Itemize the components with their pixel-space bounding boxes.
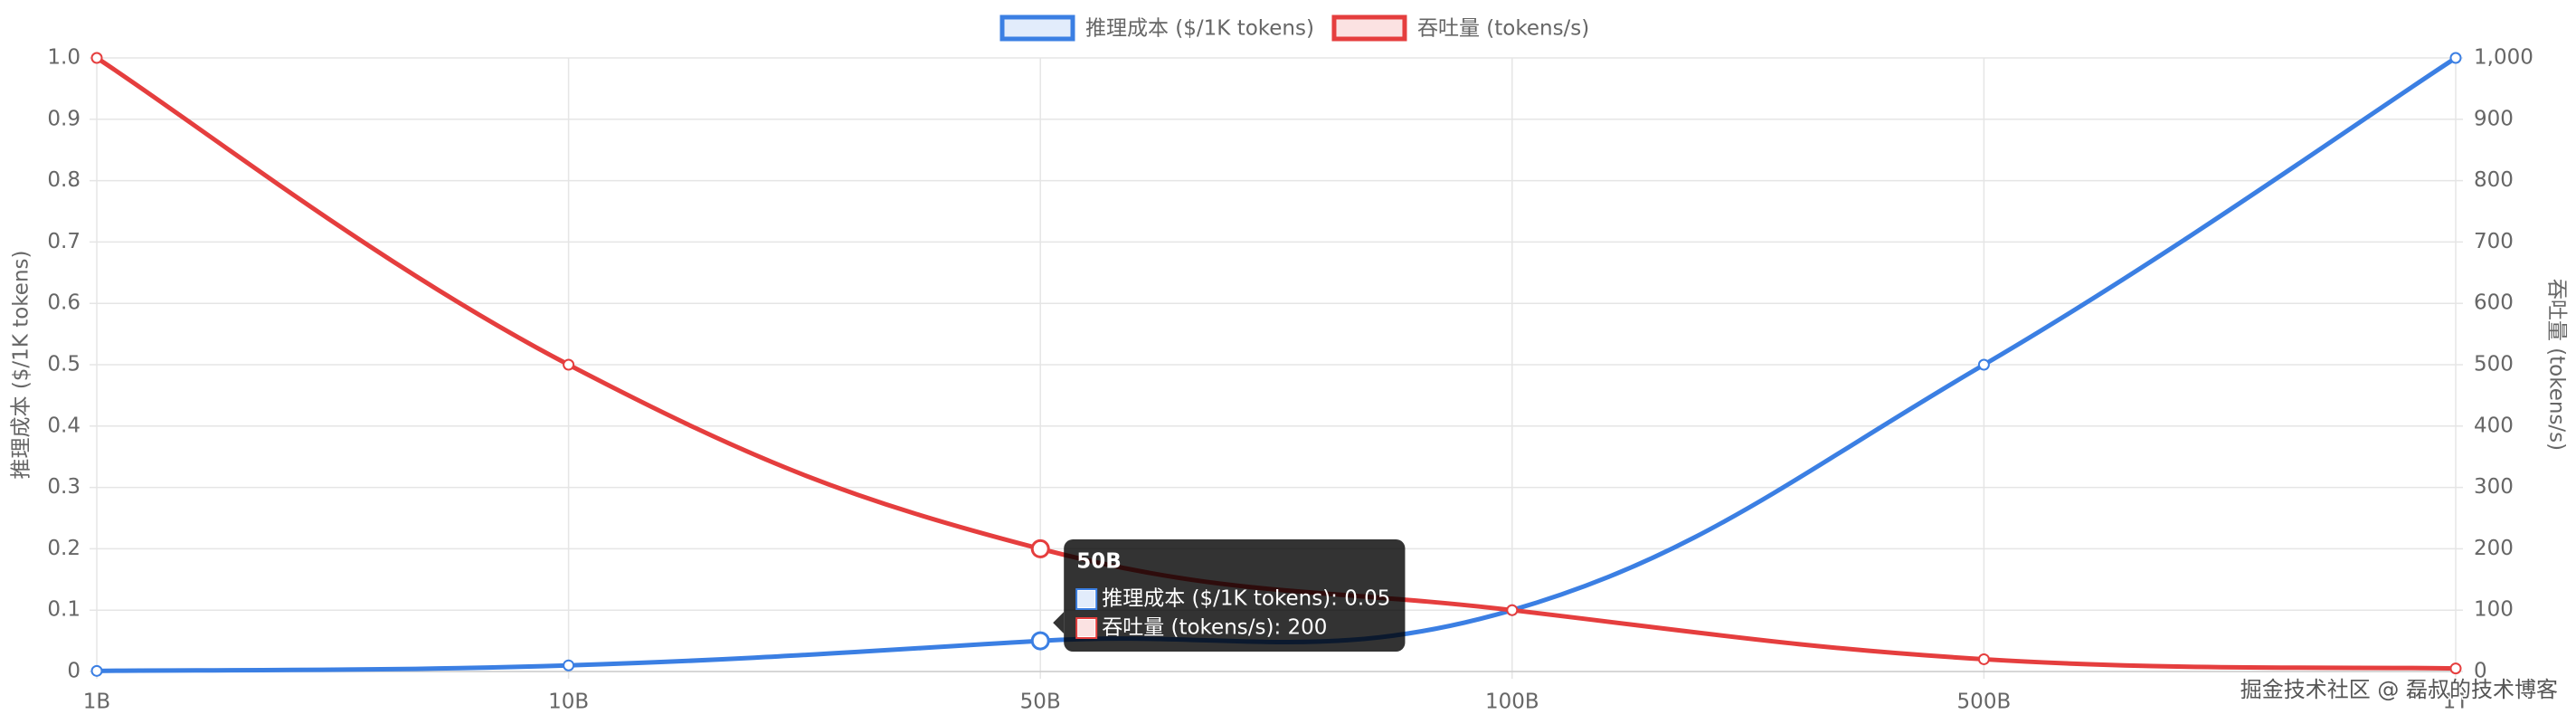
y2-tick-label: 1,000 (2474, 46, 2533, 70)
tooltip-line: 推理成本 ($/1K tokens): 0.05 (1102, 587, 1390, 611)
data-point (1030, 631, 1050, 651)
data-point (90, 52, 103, 64)
y-axis-title: 推理成本 ($/1K tokens) (10, 251, 33, 480)
legend-swatch (999, 14, 1075, 42)
tooltip-swatch (1075, 617, 1098, 639)
y2-tick-label: 900 (2474, 107, 2514, 130)
data-point (1977, 653, 1990, 665)
y2-tick-label: 700 (2474, 230, 2514, 253)
data-point (2449, 662, 2462, 675)
y2-tick-label: 200 (2474, 537, 2514, 560)
y2-tick-label: 600 (2474, 291, 2514, 315)
y-tick-label: 0.5 (47, 353, 80, 376)
tooltip: 50B 推理成本 ($/1K tokens): 0.05 吞吐量 (tokens/s… (1053, 539, 1406, 652)
y-tick-label: 0.6 (47, 291, 80, 315)
y-tick-label: 0.1 (47, 598, 80, 622)
tooltip-swatch-fill (1078, 591, 1095, 607)
y2-tick-label: 500 (2474, 353, 2514, 376)
y-tick-label: 1.0 (47, 46, 80, 70)
data-point (90, 664, 103, 677)
data-point (2449, 52, 2462, 64)
x-tick-label: 1B (83, 691, 110, 714)
data-point (563, 358, 575, 371)
x-tick-label: 500B (1957, 691, 2012, 714)
y-tick-label: 0.4 (47, 414, 80, 437)
y2-axis-title: 吞吐量 (tokens/s) (2545, 279, 2569, 451)
tooltip-arrow (1053, 612, 1065, 634)
x-tick-label: 10B (548, 691, 589, 714)
x-tick-label: 100B (1485, 691, 1539, 714)
y2-tick-label: 400 (2474, 414, 2514, 437)
data-point (563, 659, 575, 672)
grid (90, 57, 2463, 679)
data-point (1977, 358, 1990, 371)
data-point (1506, 604, 1519, 616)
legend-swatch (1331, 14, 1407, 42)
tooltip-box (1064, 539, 1406, 652)
y-tick-label: 0.8 (47, 168, 80, 192)
y-tick-label: 0.2 (47, 537, 80, 560)
legend-label: 推理成本 ($/1K tokens) (1085, 17, 1314, 41)
x-tick-label: 50B (1020, 691, 1061, 714)
x-tick-label: 1T (2443, 691, 2470, 714)
y-tick-label: 0.7 (47, 230, 80, 253)
y2-tick-label: 100 (2474, 598, 2514, 622)
y2-tick-label: 800 (2474, 168, 2514, 192)
y2-tick-label: 300 (2474, 475, 2514, 499)
y2-tick-label: 0 (2474, 660, 2487, 683)
y-tick-label: 0.9 (47, 107, 80, 130)
tooltip-title: 50B (1076, 550, 1122, 574)
legend: 推理成本 ($/1K tokens) 吞吐量 (tokens/s) (999, 14, 1589, 42)
y-tick-label: 0.3 (47, 475, 80, 499)
y-tick-label: 0 (67, 660, 80, 683)
tooltip-swatch-fill (1078, 620, 1095, 636)
legend-label: 吞吐量 (tokens/s) (1417, 17, 1589, 41)
tooltip-line: 吞吐量 (tokens/s): 200 (1102, 616, 1327, 640)
watermark: 掘金技术社区 @ 磊叔的技术博客 (2240, 677, 2558, 702)
data-point (1030, 538, 1050, 558)
tooltip-swatch (1075, 588, 1098, 610)
